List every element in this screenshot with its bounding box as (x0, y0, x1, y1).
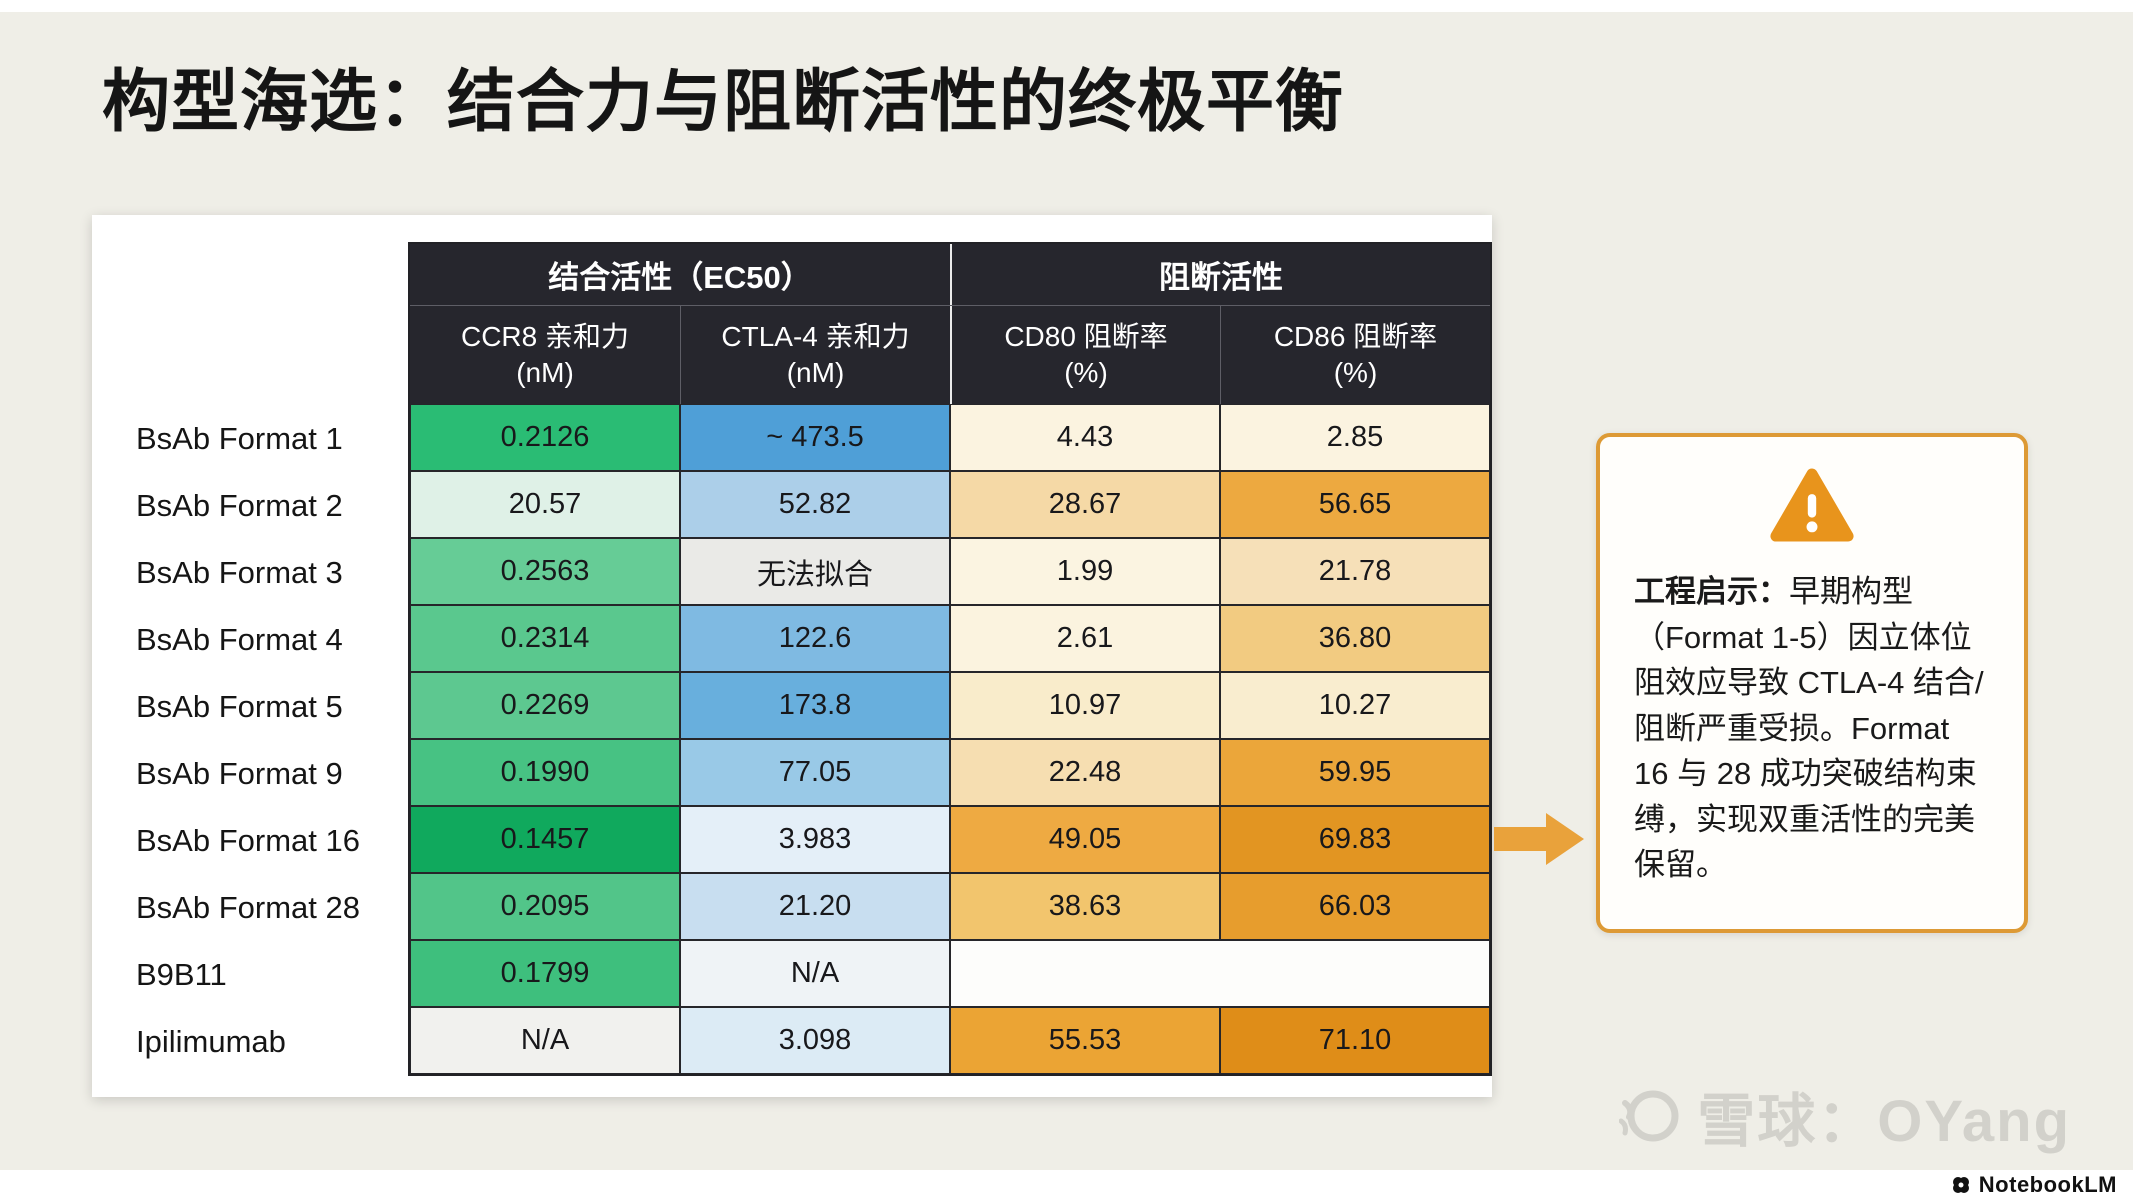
callout-body: 早期构型（Format 1-5）因立体位阻效应导致 CTLA-4 结合/阻断严重… (1634, 574, 1984, 883)
data-grid: 结合活性（EC50） 阻断活性 CCR8 亲和力 (nM) CTLA-4 亲和力 (nM… (408, 242, 1492, 1076)
table-row: 0.1990 77.05 22.48 59.95 (410, 739, 1490, 806)
row-label: BsAb Format 4 (136, 621, 343, 657)
group-header-row: 结合活性（EC50） 阻断活性 (410, 244, 1490, 306)
table-row: 0.2314 122.6 2.61 36.80 (410, 605, 1490, 672)
column-header-cell: CD80 阻断率 (%) (950, 306, 1220, 404)
table-cell: N/A (680, 940, 950, 1007)
table-row: 0.2269 173.8 10.97 10.27 (410, 672, 1490, 739)
table-card: BsAb Format 1 BsAb Format 2 BsAb Format 3 B… (92, 215, 1492, 1097)
row-label: BsAb Format 3 (136, 554, 343, 590)
column-header-cell: CCR8 亲和力 (nM) (460, 320, 629, 388)
table-cell: 10.27 (1220, 672, 1490, 739)
table-cell: N/A (410, 1007, 680, 1074)
group-header-cell: 阻断活性 (950, 244, 1490, 305)
page-title: 构型海选：结合力与阻断活性的终极平衡 (102, 64, 1345, 140)
row-label: BsAb Format 9 (136, 755, 343, 791)
table-cell: 1.99 (950, 538, 1220, 605)
table-cell: 0.2095 (410, 873, 680, 940)
table-cell: 21.20 (680, 873, 950, 940)
table-cell: 49.05 (950, 806, 1220, 873)
table-cell: 0.1799 (410, 940, 680, 1007)
table-cell: 55.53 (950, 1007, 1220, 1074)
watermark-text: 雪球：OYang (1697, 1089, 2071, 1154)
arrow-icon (1494, 813, 1584, 865)
row-label: Ipilimumab (136, 1023, 286, 1059)
column-header-cell: CD86 阻断率 (%) (1220, 306, 1490, 404)
group-header-cell: 结合活性（EC50） (548, 260, 812, 295)
table-cell: 28.67 (950, 471, 1220, 538)
row-label: B9B11 (136, 956, 227, 992)
table-cell: 173.8 (680, 672, 950, 739)
table-cell: 56.65 (1220, 471, 1490, 538)
table-cell: 77.05 (680, 739, 950, 806)
callout-text: 工程启示：早期构型（Format 1-5）因立体位阻效应导致 CTLA-4 结合… (1634, 569, 1990, 888)
bottom-strip: NotebookLM (0, 1170, 2133, 1200)
table-row: N/A 3.098 55.53 71.10 (410, 1007, 1490, 1074)
table-cell: 0.2314 (410, 605, 680, 672)
table-cell: 71.10 (1220, 1007, 1490, 1074)
callout-box: 工程启示：早期构型（Format 1-5）因立体位阻效应导致 CTLA-4 结合… (1596, 433, 2028, 933)
table-cell: 2.61 (950, 605, 1220, 672)
xueqiu-logo-icon (1619, 1090, 1679, 1142)
notebooklm-label: NotebookLM (1978, 1172, 2117, 1197)
watermark: 雪球：OYang (1619, 1074, 2071, 1158)
table-cell: 21.78 (1220, 538, 1490, 605)
table-row: 0.2126 ~ 473.5 4.43 2.85 (410, 404, 1490, 471)
row-label: BsAb Format 1 (136, 420, 343, 456)
table-cell (950, 940, 1490, 1007)
table-cell: 4.43 (950, 404, 1220, 471)
row-label: BsAb Format 2 (136, 487, 343, 523)
table-row: 0.1799 N/A (410, 940, 1490, 1007)
table-cell: 0.1990 (410, 739, 680, 806)
warning-icon (1770, 468, 1854, 542)
data-rows: 0.2126 ~ 473.5 4.43 2.85 20.57 52.82 28.67 56.6… (410, 404, 1490, 1074)
table-cell: 0.1457 (410, 806, 680, 873)
table-cell: 3.098 (680, 1007, 950, 1074)
table-cell: ~ 473.5 (680, 404, 950, 471)
table-cell: 10.97 (950, 672, 1220, 739)
table-row: 0.1457 3.983 49.05 69.83 (410, 806, 1490, 873)
top-strip (0, 0, 2133, 12)
row-labels-column: BsAb Format 1 BsAb Format 2 BsAb Format 3 B… (92, 242, 408, 1076)
header-spacer (92, 242, 408, 405)
row-label: BsAb Format 28 (136, 889, 360, 925)
table-cell: 122.6 (680, 605, 950, 672)
table-cell: 20.57 (410, 471, 680, 538)
callout-lead: 工程启示： (1634, 574, 1789, 609)
table-cell: 69.83 (1220, 806, 1490, 873)
table-cell: 无法拟合 (680, 538, 950, 605)
column-header-row: CCR8 亲和力 (nM) CTLA-4 亲和力 (nM) CD80 阻断率 (%) CD8… (410, 306, 1490, 404)
table-cell: 0.2126 (410, 404, 680, 471)
table-cell: 3.983 (680, 806, 950, 873)
table-cell: 59.95 (1220, 739, 1490, 806)
table-cell: 0.2269 (410, 672, 680, 739)
table-cell: 0.2563 (410, 538, 680, 605)
row-label: BsAb Format 16 (136, 822, 360, 858)
column-header-cell: CTLA-4 亲和力 (nM) (680, 306, 950, 404)
table-cell: 66.03 (1220, 873, 1490, 940)
table-cell: 22.48 (950, 739, 1220, 806)
results-table: BsAb Format 1 BsAb Format 2 BsAb Format 3 B… (92, 242, 1492, 1076)
table-cell: 2.85 (1220, 404, 1490, 471)
table-cell: 36.80 (1220, 605, 1490, 672)
table-cell: 38.63 (950, 873, 1220, 940)
table-row: 0.2563 无法拟合 1.99 21.78 (410, 538, 1490, 605)
warning-icon-wrap (1634, 467, 1990, 543)
row-label: BsAb Format 5 (136, 688, 343, 724)
notebooklm-logo-icon (1952, 1177, 1969, 1193)
table-cell: 52.82 (680, 471, 950, 538)
table-row: 0.2095 21.20 38.63 66.03 (410, 873, 1490, 940)
table-row: 20.57 52.82 28.67 56.65 (410, 471, 1490, 538)
